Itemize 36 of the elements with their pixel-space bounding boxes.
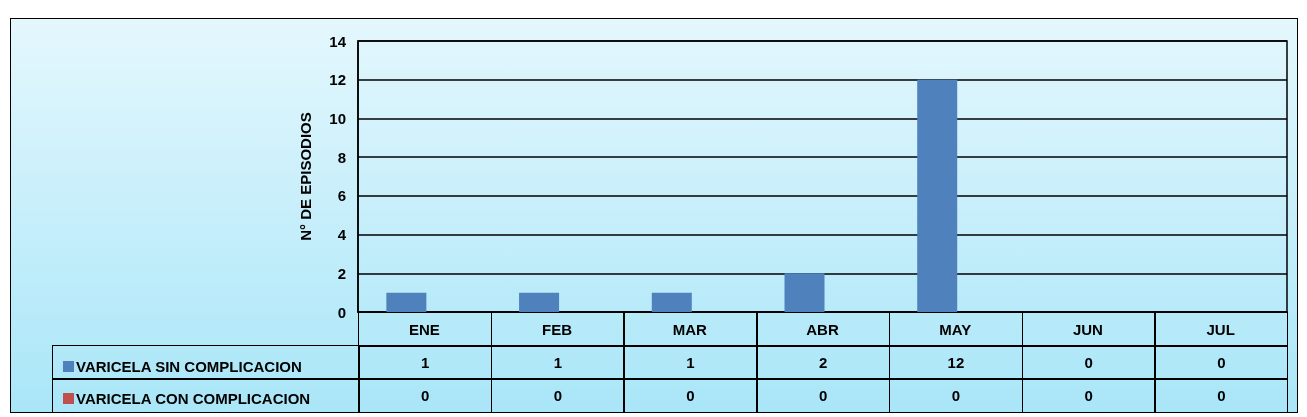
data-label: 1 <box>358 345 493 380</box>
y-tick-label: 10 <box>329 109 346 127</box>
bar <box>386 292 427 312</box>
y-tick-label: 4 <box>337 226 347 244</box>
x-tick-label: MAY <box>939 321 972 338</box>
y-tick-label: 0 <box>337 303 346 321</box>
data-label: 0 <box>1021 378 1156 413</box>
data-label: 1 <box>490 345 625 380</box>
y-axis-title: N° DE EPISODIOS <box>297 112 314 241</box>
data-label: 0 <box>1021 345 1156 380</box>
legend-label: VARICELA SIN COMPLICACION <box>76 358 302 375</box>
data-label: 0 <box>490 378 625 413</box>
data-label: 2 <box>756 345 891 380</box>
legend-label: VARICELA CON COMPLICACION <box>76 390 311 407</box>
data-label: 0 <box>756 378 891 413</box>
x-tick-label: ENE <box>408 321 440 338</box>
data-label: 0 <box>1154 378 1289 413</box>
data-label: 0 <box>623 378 758 413</box>
x-tick-label: ABR <box>806 321 839 338</box>
data-label: 0 <box>1154 345 1289 380</box>
x-tick-label: FEB <box>542 321 573 338</box>
bar <box>519 292 560 312</box>
x-tick-label: JUN <box>1072 321 1103 338</box>
bar <box>784 273 825 312</box>
data-label: 1 <box>623 345 758 380</box>
y-tick-label: 8 <box>337 148 346 166</box>
bar <box>651 292 692 312</box>
y-tick-label: 14 <box>329 32 347 50</box>
x-tick-label: JUL <box>1206 321 1235 338</box>
x-tick-label: MAR <box>672 321 708 338</box>
bar <box>917 79 958 312</box>
y-tick-label: 12 <box>329 71 346 89</box>
y-tick-label: 2 <box>337 264 346 282</box>
y-tick-label: 6 <box>337 187 346 205</box>
data-label: 0 <box>888 378 1024 413</box>
data-label: 12 <box>888 345 1024 380</box>
